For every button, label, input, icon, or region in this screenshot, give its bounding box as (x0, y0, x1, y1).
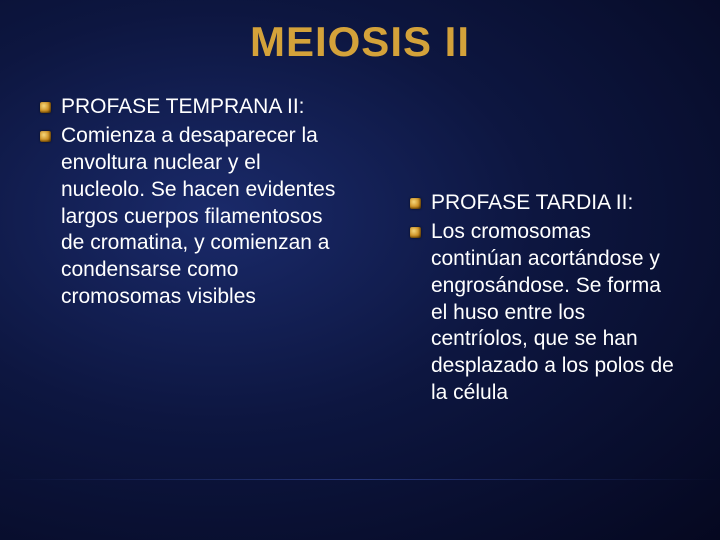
list-item-text: Los cromosomas continúan acortándose y e… (431, 219, 680, 407)
list-item-text: PROFASE TEMPRANA II: (61, 94, 305, 121)
list-item: PROFASE TEMPRANA II: (40, 94, 340, 121)
list-item: Los cromosomas continúan acortándose y e… (410, 219, 680, 407)
list-item-text: Comienza a desaparecer la envoltura nucl… (61, 123, 340, 311)
list-item-text: PROFASE TARDIA II: (431, 190, 633, 217)
slide-title: MEIOSIS II (40, 18, 680, 66)
left-column: PROFASE TEMPRANA II: Comienza a desapare… (40, 94, 340, 409)
right-column: PROFASE TARDIA II: Los cromosomas contin… (410, 94, 680, 409)
bullet-icon (410, 198, 421, 209)
divider-line (0, 479, 720, 480)
bullet-icon (40, 102, 51, 113)
list-item: PROFASE TARDIA II: (410, 190, 680, 217)
list-item: Comienza a desaparecer la envoltura nucl… (40, 123, 340, 311)
bullet-icon (40, 131, 51, 142)
bullet-icon (410, 227, 421, 238)
content-columns: PROFASE TEMPRANA II: Comienza a desapare… (40, 94, 680, 409)
slide-container: MEIOSIS II PROFASE TEMPRANA II: Comienza… (0, 0, 720, 540)
